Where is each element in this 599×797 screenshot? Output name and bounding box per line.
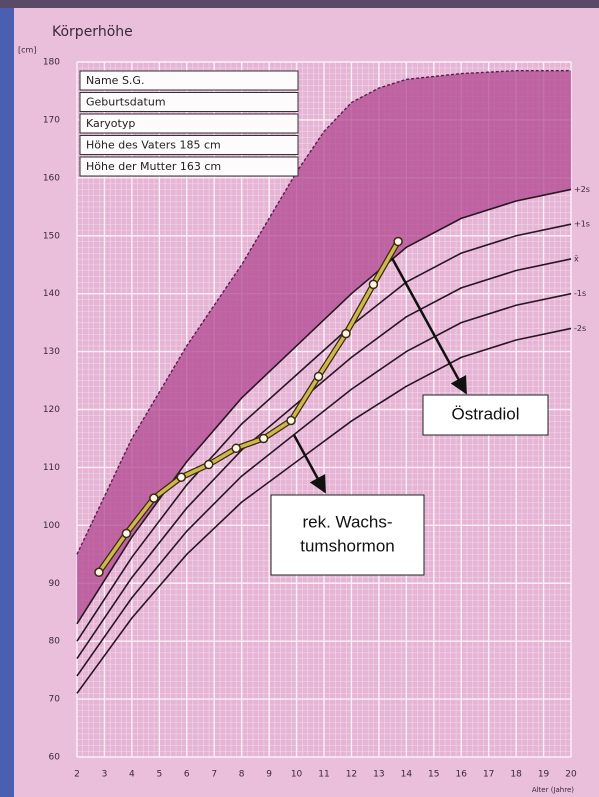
y-tick-label: 140 bbox=[43, 289, 60, 299]
data-point bbox=[260, 434, 268, 442]
x-axis-label: Alter (Jahre) bbox=[532, 786, 574, 794]
data-point bbox=[369, 280, 377, 288]
curve-label: x̄ bbox=[574, 254, 579, 263]
x-tick-label: 5 bbox=[156, 770, 162, 780]
curve-label: -1s bbox=[574, 289, 586, 298]
data-point bbox=[287, 417, 295, 425]
x-tick-label: 8 bbox=[239, 770, 245, 780]
y-tick-label: 150 bbox=[43, 231, 60, 241]
y-tick-label: 160 bbox=[43, 173, 60, 183]
x-tick-label: 15 bbox=[428, 770, 439, 780]
y-tick-label: 130 bbox=[43, 347, 60, 357]
data-point bbox=[177, 473, 185, 481]
data-point bbox=[342, 330, 350, 338]
y-tick-label: 80 bbox=[49, 637, 61, 647]
x-tick-label: 11 bbox=[318, 770, 329, 780]
photo-edge bbox=[0, 0, 14, 797]
info-text: Höhe der Mutter 163 cm bbox=[86, 160, 221, 173]
x-tick-label: 16 bbox=[455, 770, 467, 780]
info-text: Name S.G. bbox=[86, 74, 144, 87]
photo-edge-top bbox=[0, 0, 599, 8]
y-tick-label: 70 bbox=[49, 695, 61, 705]
x-tick-label: 19 bbox=[538, 770, 550, 780]
x-tick-label: 6 bbox=[184, 770, 190, 780]
annotation-text: tumshormon bbox=[300, 536, 394, 555]
data-point bbox=[315, 372, 323, 380]
data-point bbox=[150, 494, 158, 502]
x-tick-label: 7 bbox=[211, 770, 217, 780]
x-tick-label: 18 bbox=[510, 770, 522, 780]
y-axis-label: [cm] bbox=[18, 46, 36, 55]
data-point bbox=[122, 529, 130, 537]
curve-label: -2s bbox=[574, 324, 586, 333]
y-tick-label: 120 bbox=[43, 405, 60, 415]
y-tick-label: 100 bbox=[43, 521, 60, 531]
info-text: Höhe des Vaters 185 cm bbox=[86, 139, 221, 152]
page: {"chart_data": { "type": "line", "title"… bbox=[0, 0, 599, 797]
chart-title: Körperhöhe bbox=[52, 24, 133, 40]
y-tick-label: 60 bbox=[49, 753, 61, 763]
x-tick-label: 2 bbox=[74, 770, 80, 780]
y-tick-label: 90 bbox=[49, 579, 61, 589]
info-text: Geburtsdatum bbox=[86, 96, 166, 109]
x-tick-label: 13 bbox=[373, 770, 384, 780]
x-tick-label: 20 bbox=[565, 770, 577, 780]
x-tick-label: 10 bbox=[291, 770, 303, 780]
info-text: Karyotyp bbox=[86, 117, 135, 130]
annotation-box bbox=[271, 495, 424, 575]
curve-label: +1s bbox=[574, 220, 590, 229]
x-tick-label: 3 bbox=[102, 770, 108, 780]
chart: Körperhöhe [cm] Alter (Jahre) Name S.G. G… bbox=[0, 0, 599, 797]
annotation-text: rek. Wachs- bbox=[302, 512, 392, 531]
curve-label: +2s bbox=[574, 185, 590, 194]
data-point bbox=[205, 461, 213, 469]
x-tick-label: 4 bbox=[129, 770, 135, 780]
data-point bbox=[232, 444, 240, 452]
x-tick-label: 12 bbox=[346, 770, 357, 780]
annotation-text: Östradiol bbox=[451, 404, 519, 423]
y-tick-label: 170 bbox=[43, 115, 60, 125]
data-point bbox=[394, 238, 402, 246]
x-tick-label: 14 bbox=[401, 770, 413, 780]
y-tick-label: 180 bbox=[43, 58, 60, 68]
data-point bbox=[95, 568, 103, 576]
x-tick-label: 17 bbox=[483, 770, 494, 780]
info-box: Name S.G. Geburtsdatum Karyotyp Höhe des Va… bbox=[80, 71, 298, 176]
y-tick-label: 110 bbox=[43, 463, 60, 473]
x-tick-label: 9 bbox=[266, 770, 272, 780]
